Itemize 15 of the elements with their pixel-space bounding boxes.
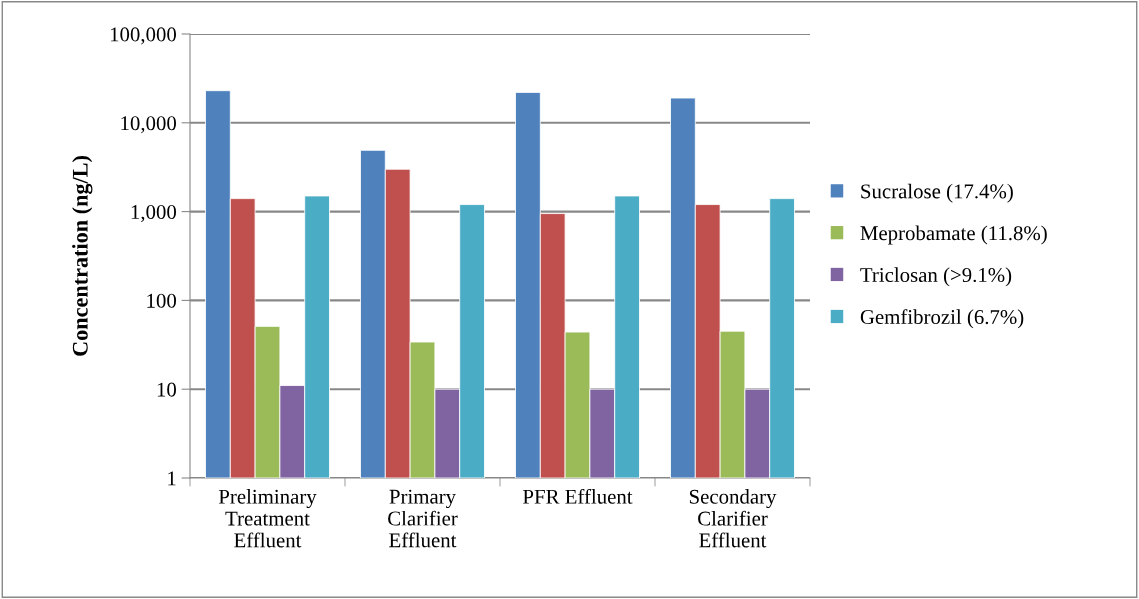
y-tick-label: 1 <box>168 471 176 486</box>
y-tick-label: 10 <box>157 382 177 397</box>
x-tick-label: Primary Clarifier Effluent <box>388 489 458 548</box>
y-tick-label: 100 <box>147 293 177 308</box>
legend-label: Meprobamate (11.8%) <box>860 225 1047 245</box>
x-tick-label: PFR Effluent <box>523 488 633 504</box>
legend-label: Sucralose (17.4%) <box>861 183 1013 203</box>
x-tick-label: Preliminary Treatment Effluent <box>218 489 317 548</box>
y-tick-label: 1,000 <box>131 204 177 223</box>
y-tick-label: 100,000 <box>110 27 177 45</box>
legend-label: Gemfibrozil (6.7%) <box>860 309 1024 329</box>
y-axis-title: Concentration (ng/L) <box>72 156 93 356</box>
y-tick-label: 10,000 <box>121 116 177 134</box>
x-tick-label: Secondary Clarifier Effluent <box>689 489 777 548</box>
legend-label: Triclosan (>9.1%) <box>860 267 1012 287</box>
